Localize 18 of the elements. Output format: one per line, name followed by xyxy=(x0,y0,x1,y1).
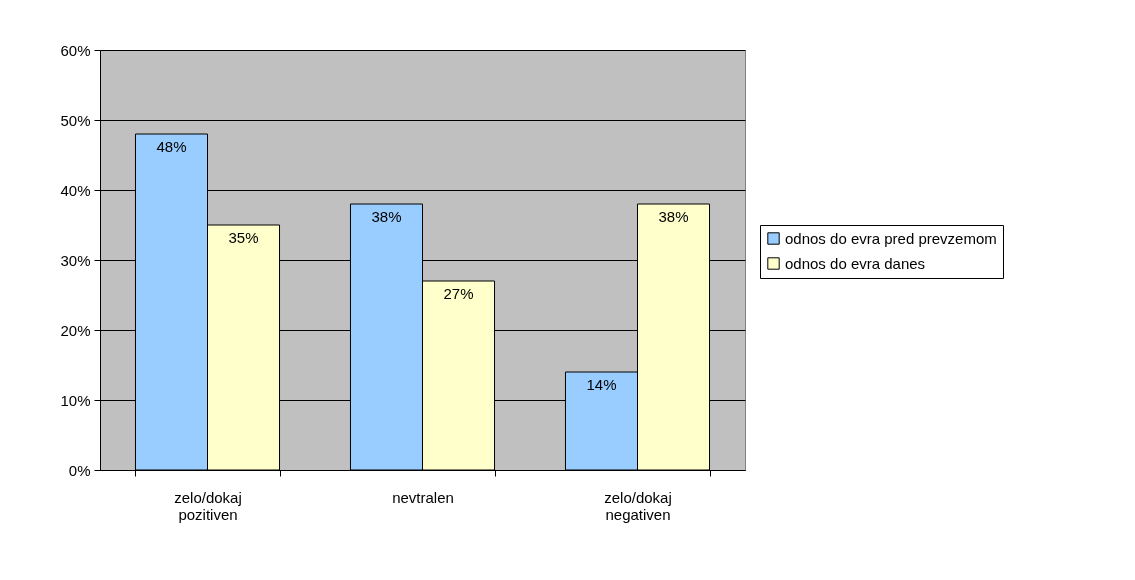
legend-label: odnos do evra pred prevzemom xyxy=(785,229,997,247)
x-tick-label: zelo/dokaj pozitiven xyxy=(174,488,242,523)
y-tick-label: 10% xyxy=(60,391,91,409)
legend-label: odnos do evra danes xyxy=(785,254,926,272)
y-tick-label: 20% xyxy=(60,321,91,339)
data-label: 38% xyxy=(371,208,402,225)
y-tick-label: 60% xyxy=(60,41,91,59)
data-label: 27% xyxy=(443,285,474,302)
data-label: 35% xyxy=(228,229,259,246)
data-label: 14% xyxy=(586,376,617,393)
x-tick-label: zelo/dokaj negativen xyxy=(604,488,672,523)
x-tick-label: nevtralen xyxy=(392,488,454,506)
data-label: 38% xyxy=(658,208,689,225)
y-tick-label: 50% xyxy=(60,111,91,129)
y-tick-label: 0% xyxy=(68,461,91,479)
y-tick-label: 30% xyxy=(60,251,91,269)
data-label: 48% xyxy=(156,138,187,155)
y-tick-label: 40% xyxy=(60,181,91,199)
